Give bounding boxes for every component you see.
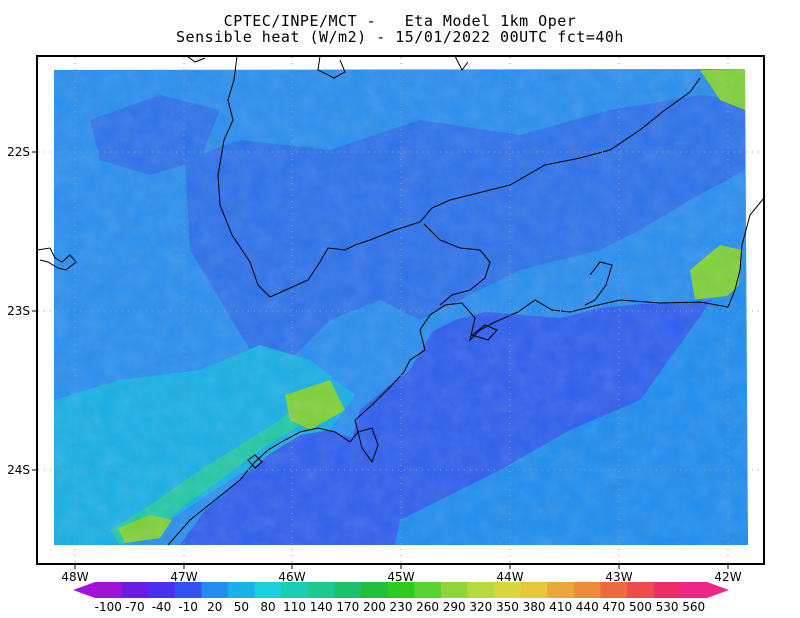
colorbar-arrow-left [73, 582, 95, 598]
colorbar-swatch [95, 582, 123, 598]
lon-tick-label: 44W [496, 570, 523, 584]
colorbar-label: 380 [523, 600, 546, 614]
island [470, 324, 498, 341]
noise-texture [54, 69, 748, 545]
lon-tick-label: 48W [61, 570, 88, 584]
colorbar-label: -70 [125, 600, 145, 614]
colorbar-swatch [467, 582, 495, 598]
chart-title: CPTEC/INPE/MCT - Eta Model 1km Oper [223, 12, 577, 30]
colorbar-label: 290 [443, 600, 466, 614]
colorbar-label: 530 [656, 600, 679, 614]
colorbar-swatch [547, 582, 575, 598]
colorbar-label: 410 [549, 600, 572, 614]
colorbar-label: 110 [283, 600, 306, 614]
colorbar-label: 230 [390, 600, 413, 614]
colorbar-swatch [361, 582, 389, 598]
colorbar [73, 582, 729, 598]
colorbar-swatch [414, 582, 442, 598]
colorbar-labels: -100 -70 -40 -10 20 50 80 110 140 170 200 230 260 290… [95, 600, 705, 614]
state-border-north [186, 56, 469, 79]
colorbar-label: 200 [363, 600, 386, 614]
colorbar-swatch [600, 582, 628, 598]
colorbar-swatch [627, 582, 655, 598]
colorbar-swatch [520, 582, 548, 598]
coastline-bay [584, 261, 613, 306]
colorbar-label: 20 [207, 600, 222, 614]
lon-tick-label: 42W [714, 570, 741, 584]
coastline [167, 299, 729, 546]
colorbar-swatch [281, 582, 309, 598]
colorbar-label: 440 [576, 600, 599, 614]
colorbar-swatch [440, 582, 469, 598]
colorbar-swatch [307, 582, 335, 598]
graticule [38, 57, 763, 563]
colorbar-label: 260 [416, 600, 439, 614]
colorbar-swatch [121, 582, 149, 598]
colorbar-label: 500 [629, 600, 652, 614]
lat-tick-label: 24S [7, 463, 30, 477]
colorbar-label: 350 [496, 600, 519, 614]
chart-subtitle: Sensible heat (W/m2) - 15/01/2022 00UTC … [176, 28, 624, 46]
lat-tick-label: 23S [7, 304, 30, 318]
colorbar-label: 560 [682, 600, 705, 614]
colorbar-label: 320 [469, 600, 492, 614]
colorbar-swatch [201, 582, 229, 598]
colorbar-swatch [174, 582, 202, 598]
west-inlet [37, 247, 77, 271]
state-border [217, 56, 701, 298]
colorbar-label: 470 [602, 600, 625, 614]
colorbar-label: -40 [152, 600, 172, 614]
colorbar-swatch [680, 582, 708, 598]
island-sao-sebastiao [247, 454, 263, 469]
colorbar-label: -10 [178, 600, 198, 614]
lon-axis: 48W 47W 46W 45W 44W 43W 42W [61, 564, 742, 584]
colorbar-label: 80 [260, 600, 275, 614]
boundaries [37, 56, 764, 546]
colorbar-swatch [573, 582, 602, 598]
state-border-sp [423, 223, 491, 306]
colorbar-swatch [387, 582, 415, 598]
lon-tick-label: 46W [278, 570, 305, 584]
colorbar-label: 50 [234, 600, 249, 614]
colorbar-arrow-right [707, 582, 729, 598]
coastline-east [727, 197, 764, 308]
lat-axis: 22S 23S 24S [7, 145, 37, 477]
colorbar-swatch [148, 582, 176, 598]
colorbar-swatch [228, 582, 256, 598]
colorbar-swatch [334, 582, 362, 598]
colorbar-swatch [494, 582, 522, 598]
colorbar-swatch [653, 582, 681, 598]
colorbar-label: 140 [310, 600, 333, 614]
colorbar-swatch [254, 582, 282, 598]
lon-tick-label: 47W [170, 570, 197, 584]
lon-tick-label: 45W [387, 570, 414, 584]
colorbar-label: -100 [95, 600, 122, 614]
lat-tick-label: 22S [7, 145, 30, 159]
colorbar-label: 170 [336, 600, 359, 614]
lon-tick-label: 43W [605, 570, 632, 584]
